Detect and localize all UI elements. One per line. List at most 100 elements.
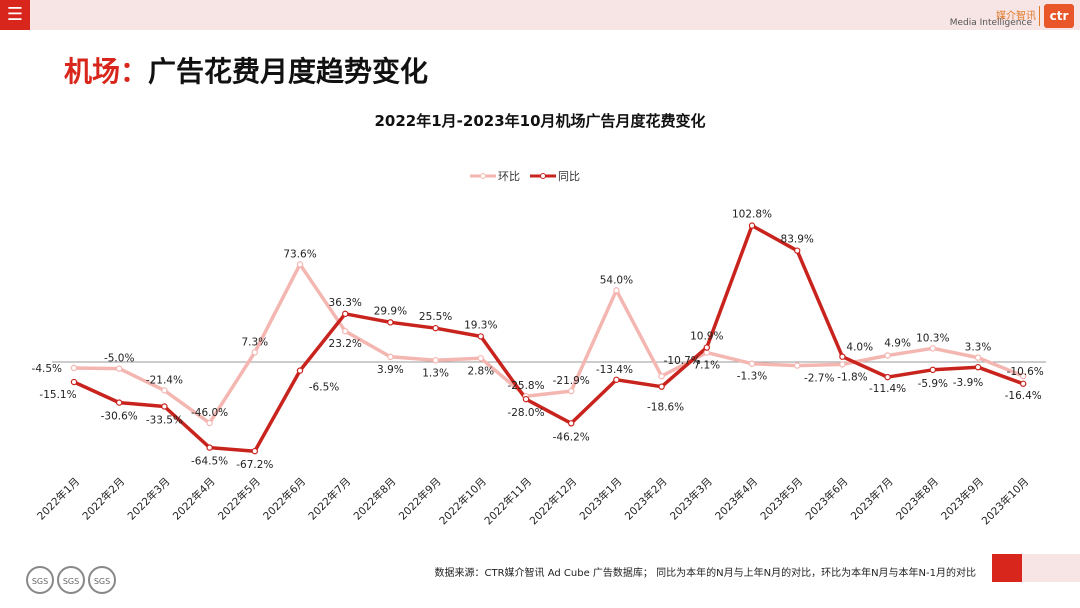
x-tick-label: 2022年7月 [306,475,354,523]
x-tick-label: 2023年7月 [848,475,896,523]
yoy-data-label: 19.3% [464,319,497,331]
footer-pink-block [1022,554,1080,582]
yoy-data-label: -46.2% [553,431,590,443]
mom-data-label: 7.1% [693,360,720,372]
data-point-mom [206,419,213,427]
yoy-data-label: -6.5% [309,382,339,394]
data-point-mom [974,354,982,361]
x-tick-label: 2023年3月 [667,475,715,523]
data-point-mom [296,261,304,268]
mom-data-label: -1.3% [737,371,767,383]
data-point-yoy [251,447,258,455]
mom-data-label: 73.6% [283,248,316,260]
data-point-yoy [115,399,123,406]
yoy-data-label: 25.5% [419,311,452,323]
data-point-yoy [568,420,575,427]
data-point-mom [884,352,891,359]
yoy-data-label: -18.6% [647,402,684,414]
yoy-data-label: -3.9% [953,377,983,389]
series-line-yoy [73,223,1024,453]
x-tick-label: 2022年12月 [527,475,579,527]
data-point-mom [342,328,349,335]
legend-label-mom: 环比 [498,170,520,183]
mom-data-label: -5.0% [104,353,134,365]
brand-divider [1039,6,1040,26]
mom-data-label: 7.3% [241,336,268,348]
yoy-data-label: 83.9% [781,234,814,246]
mom-data-label: 54.0% [600,274,633,286]
page-title-rest: 广告花费月度趋势变化 [148,55,429,88]
mom-data-label: -10.6% [1007,366,1044,378]
mom-data-label: -25.8% [507,380,544,392]
x-tick-label: 2023年9月 [938,475,986,523]
data-source-note: 数据来源：CTR媒介智讯 Ad Cube 广告数据库； 同比为本年的N月与上年N… [434,568,976,579]
mom-data-label: -46.0% [191,407,228,419]
data-point-yoy [658,383,665,390]
mom-data-label: -21.9% [553,375,590,387]
menu-icon[interactable]: ☰ [0,0,30,30]
yoy-data-label: -67.2% [236,459,273,471]
x-tick-label: 2023年8月 [893,475,941,523]
data-point-yoy [432,324,439,332]
yoy-data-label: 29.9% [374,305,407,317]
mom-data-label: -2.7% [804,373,834,385]
x-tick-label: 2023年6月 [803,475,851,523]
data-point-yoy [794,247,801,254]
x-tick-label: 2022年5月 [215,475,263,523]
data-point-mom [929,345,937,352]
yoy-data-label: 10.9% [690,331,723,343]
yoy-data-label: 102.8% [732,209,772,221]
data-point-yoy [929,366,937,374]
sgs-badge-icon: SGS [57,566,85,594]
data-point-yoy [161,403,168,410]
yoy-data-label: -30.6% [101,411,138,423]
data-point-yoy [613,376,620,383]
data-point-mom [251,349,258,356]
data-point-mom [387,353,394,361]
data-point-yoy [884,373,891,381]
ctr-logo: ctr [1044,4,1074,28]
line-chart: 环比 同比 -4.5% -5.0% -21.4% -46.0% 7.3% 73.6% 23.2%… [32,170,1046,527]
data-point-yoy [974,363,982,371]
x-tick-label: 2022年8月 [351,475,399,523]
series-line-mom [73,262,1024,425]
x-tick-label: 2022年9月 [396,475,444,523]
mom-data-label: 10.3% [916,332,949,344]
sgs-badge-icon: SGS [26,566,54,594]
legend-label-yoy: 同比 [558,170,580,183]
mom-data-label: 1.3% [422,367,449,379]
data-point-mom [161,387,168,394]
yoy-data-label: -64.5% [191,456,228,468]
x-tick-label: 2022年4月 [170,475,218,523]
x-tick-label: 2022年11月 [482,475,534,527]
x-tick-label: 2023年2月 [622,475,670,523]
data-point-mom [748,360,756,367]
data-point-yoy [342,310,349,318]
data-point-yoy [70,378,78,386]
mom-data-label: 23.2% [329,338,362,350]
yoy-data-label: -15.1% [39,389,76,401]
yoy-data-label: 36.3% [329,297,362,309]
data-point-mom [1020,372,1027,380]
data-point-yoy [703,344,711,351]
data-point-yoy [748,222,756,229]
x-tick-label: 2023年5月 [758,475,806,523]
mom-data-label: 3.9% [377,364,404,376]
data-point-mom [70,364,78,372]
data-point-mom [568,387,575,395]
x-tick-label: 2022年1月 [34,475,82,523]
brand-name-en: Media Intelligence [949,18,1032,28]
mom-data-label: 2.8% [467,365,494,377]
yoy-data-label: -5.9% [918,378,948,390]
data-point-yoy [387,319,394,326]
data-point-yoy [1020,380,1027,387]
data-point-yoy [206,444,213,451]
x-tick-label: 2023年10月 [979,475,1031,527]
top-bar [0,0,1080,30]
brand-name-cn: 媒介智讯 [996,11,1036,22]
mom-data-label: -21.4% [146,374,183,386]
legend-marker [480,173,486,179]
chart-title: 2022年1月-2023年10月机场广告月度花费变化 [374,112,706,130]
data-point-yoy [477,333,484,340]
certification-badges: SGS SGS SGS [26,566,119,594]
